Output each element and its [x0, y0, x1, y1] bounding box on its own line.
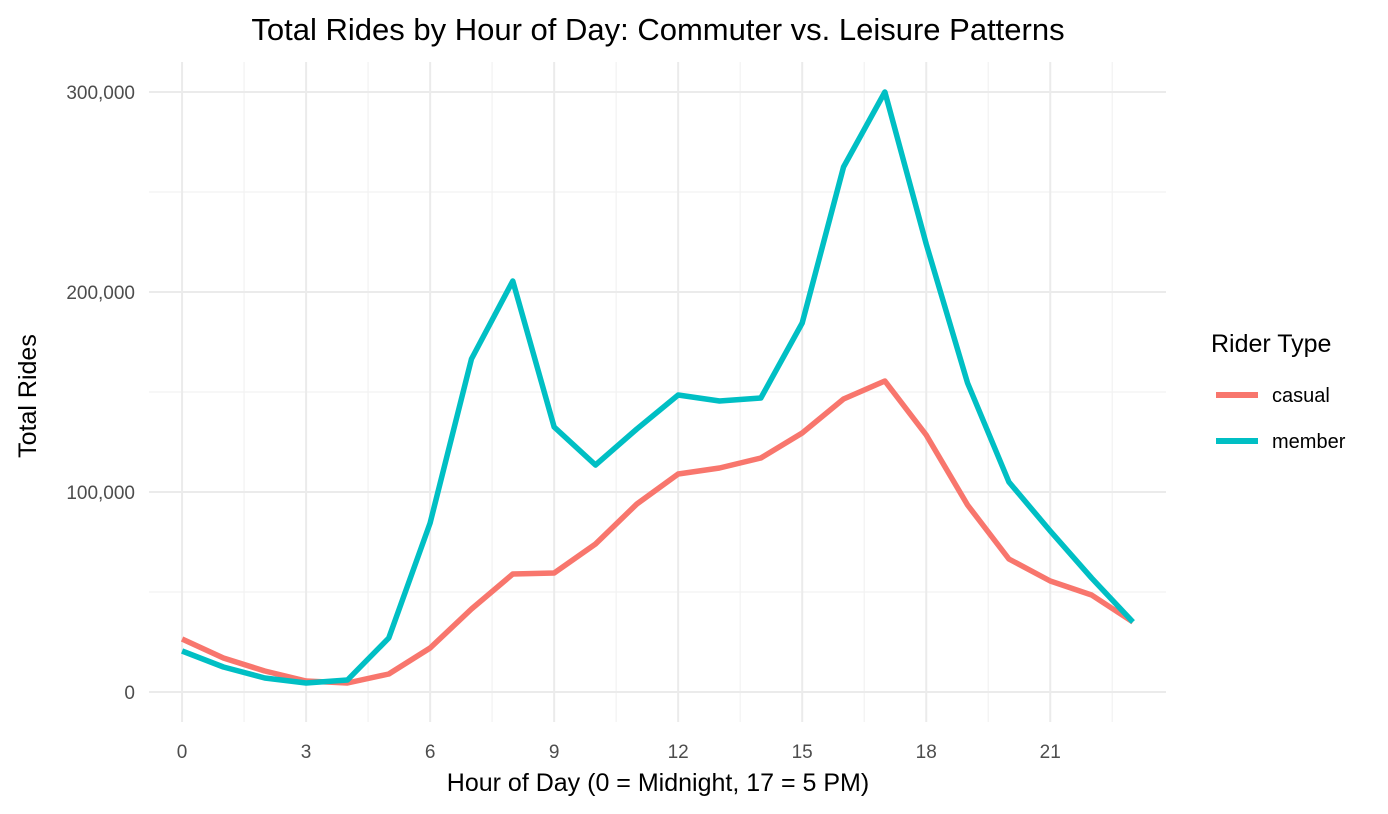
x-axis-tick-labels: 0 3 6 9 12 15 18 21: [177, 742, 1061, 763]
legend-title: Rider Type: [1211, 330, 1331, 358]
series-line-casual: [180, 378, 1135, 686]
legend-label-casual: casual: [1272, 385, 1330, 407]
x-tick-label: 21: [1040, 742, 1061, 763]
legend: Rider Type casual member: [1211, 330, 1346, 453]
y-axis-title: Total Rides: [14, 334, 42, 458]
series-line-member: [181, 89, 1135, 686]
x-tick-label: 0: [177, 742, 188, 763]
y-tick-label: 100,000: [66, 483, 135, 504]
major-gridlines: [149, 62, 1166, 722]
legend-label-member: member: [1272, 431, 1346, 453]
x-tick-label: 6: [425, 742, 436, 763]
series-lines: [180, 89, 1135, 686]
x-tick-label: 15: [792, 742, 813, 763]
y-tick-label: 200,000: [66, 283, 135, 304]
x-tick-label: 12: [668, 742, 689, 763]
y-tick-label: 300,000: [66, 83, 135, 104]
x-tick-label: 18: [916, 742, 937, 763]
x-axis-title: Hour of Day (0 = Midnight, 17 = 5 PM): [447, 769, 869, 797]
y-tick-label: 0: [124, 683, 135, 704]
minor-gridlines: [149, 62, 1166, 722]
x-tick-label: 9: [549, 742, 560, 763]
y-axis-tick-labels: 0 100,000 200,000 300,000: [66, 83, 135, 704]
x-tick-label: 3: [301, 742, 312, 763]
chart-title: Total Rides by Hour of Day: Commuter vs.…: [251, 12, 1064, 47]
